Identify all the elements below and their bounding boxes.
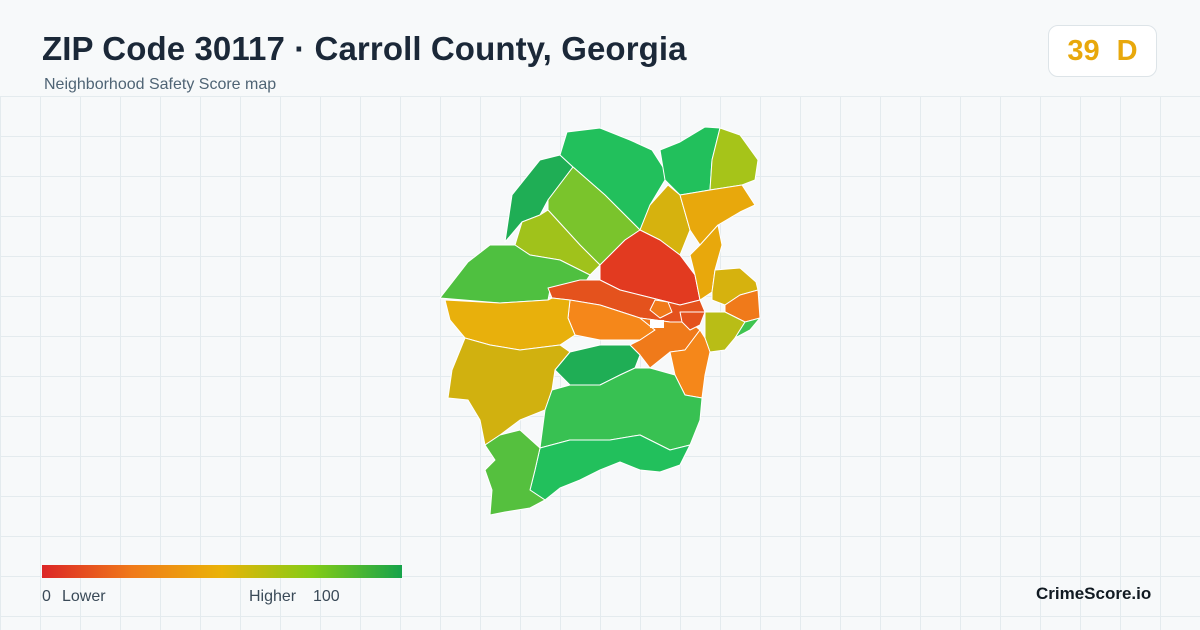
map-region[interactable] (649, 299, 673, 319)
map-region[interactable] (679, 311, 706, 331)
map-water-spot (650, 320, 664, 328)
legend-color-scale (42, 565, 402, 578)
map-region[interactable] (679, 184, 756, 246)
map-region[interactable] (447, 337, 571, 446)
brand-logo-text: CrimeScore.io (1036, 584, 1152, 603)
legend-min-value: 0 (42, 588, 51, 605)
safety-score-grade: D (1116, 34, 1138, 67)
safety-score-value: 39 (1067, 34, 1100, 67)
page-title: ZIP Code 30117 · Carroll County, Georgia (42, 30, 687, 67)
map-region[interactable] (709, 127, 759, 191)
page-subtitle: Neighborhood Safety Score map (44, 76, 277, 93)
map-region[interactable] (484, 429, 546, 516)
legend-high-label: Higher (249, 588, 297, 605)
legend-max-value: 100 (313, 588, 340, 605)
legend-low-label: Lower (62, 588, 106, 605)
safety-score-badge: 39 D (1048, 25, 1157, 77)
map-region[interactable] (734, 317, 761, 339)
